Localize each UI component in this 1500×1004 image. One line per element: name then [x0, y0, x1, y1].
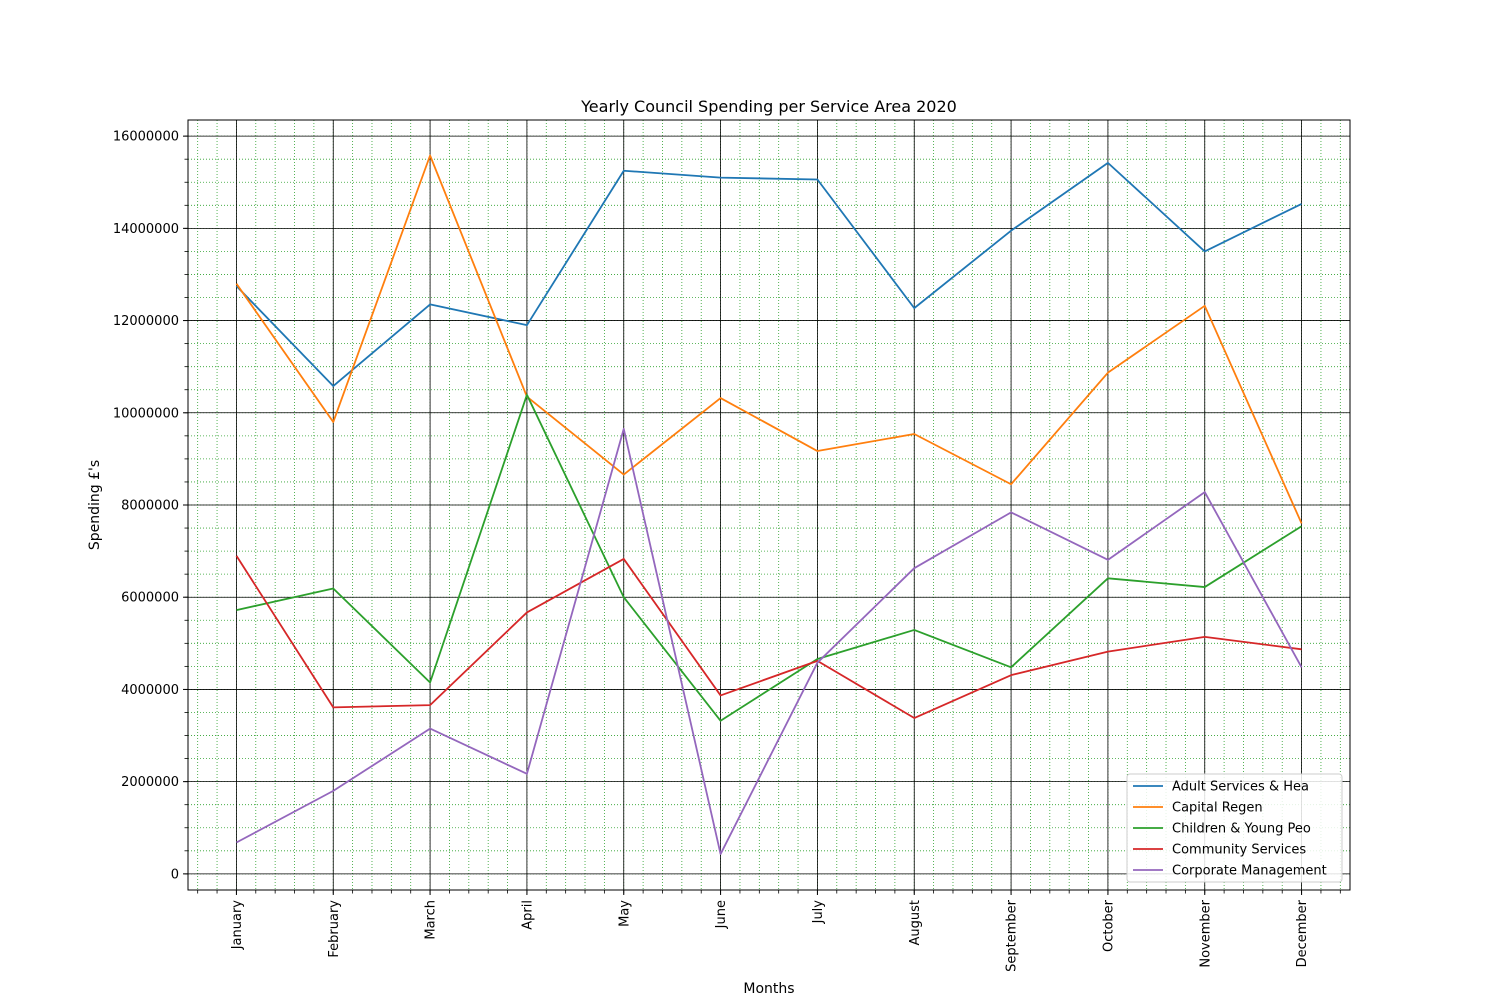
y-tick-label: 2000000 [121, 775, 179, 790]
y-tick-label: 10000000 [113, 406, 179, 421]
x-axis-label: Months [743, 981, 794, 997]
legend-label: Corporate Management [1172, 864, 1327, 879]
y-tick-label: 8000000 [121, 499, 179, 514]
x-tick-label: June [714, 900, 729, 929]
y-tick-label: 14000000 [113, 222, 179, 237]
series-lines [235, 154, 1303, 855]
x-tick-label: December [1295, 899, 1310, 967]
series-line [235, 161, 1302, 387]
y-tick-label: 12000000 [113, 314, 179, 329]
legend: Adult Services & Hea Capital Regen Childre… [1126, 773, 1343, 883]
x-tick-label: May [617, 900, 632, 927]
y-tick-label: 6000000 [121, 591, 179, 606]
chart-title: Yearly Council Spending per Service Area… [580, 97, 957, 116]
y-tick-label: 16000000 [113, 130, 179, 145]
y-tick-label: 0 [171, 867, 179, 882]
x-tick-label: February [327, 900, 342, 958]
x-tick-label: November [1198, 899, 1213, 967]
legend-label: Adult Services & Hea [1172, 780, 1309, 795]
series-line [235, 428, 1303, 855]
x-tick-label: March [424, 900, 439, 940]
axis-ticks: 0 2000000 4000000 6000000 8000000 10000000 120… [113, 130, 1341, 972]
series-line [235, 555, 1302, 719]
x-tick-label: January [230, 900, 245, 951]
y-axis-label: Spending £'s [87, 460, 103, 550]
x-tick-label: October [1101, 899, 1116, 952]
x-tick-label: August [908, 900, 923, 946]
series-line [235, 154, 1303, 524]
legend-label: Community Services [1172, 843, 1306, 858]
x-tick-label: September [1005, 899, 1020, 972]
x-tick-label: July [811, 900, 826, 925]
y-tick-label: 4000000 [121, 683, 179, 698]
series-line [236, 393, 1303, 722]
legend-box [1126, 773, 1343, 883]
x-tick-label: April [520, 900, 535, 930]
legend-label: Children & Young Peo [1172, 822, 1311, 837]
legend-label: Capital Regen [1172, 801, 1263, 816]
